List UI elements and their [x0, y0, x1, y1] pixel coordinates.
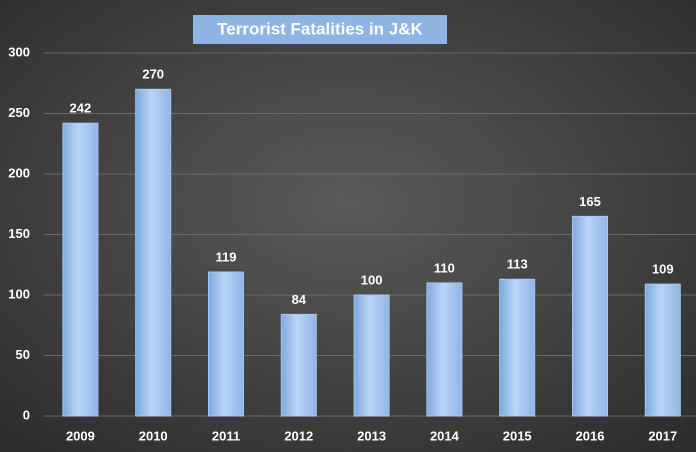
bar [426, 282, 463, 417]
title-box [193, 15, 447, 44]
bar [644, 283, 681, 417]
x-tick-label: 2013 [357, 428, 386, 443]
data-label: 100 [361, 272, 383, 287]
y-tick-label: 200 [8, 165, 30, 180]
x-tick-label: 2011 [212, 428, 240, 443]
bar [572, 215, 608, 417]
y-tick-label: 250 [8, 105, 30, 120]
y-tick-label: 150 [8, 226, 30, 241]
x-tick-label: 2016 [576, 428, 605, 443]
y-tick-label: 100 [8, 286, 30, 301]
bar [280, 313, 317, 417]
x-tick-label: 2012 [284, 428, 313, 443]
data-label: 242 [70, 101, 92, 116]
data-label: 113 [507, 257, 528, 272]
bar [353, 294, 390, 417]
data-label: 119 [216, 249, 237, 264]
data-label: 84 [292, 292, 307, 307]
data-label: 110 [434, 260, 455, 275]
y-tick-label: 300 [8, 44, 30, 59]
data-label: 165 [579, 194, 601, 209]
x-tick-label: 2014 [430, 428, 460, 443]
data-label: 109 [652, 262, 674, 277]
chart-title: Terrorist Fatalities in J&K [217, 19, 423, 38]
x-tick-label: 2010 [139, 428, 168, 443]
y-tick-label: 50 [16, 347, 30, 362]
bar [135, 88, 172, 417]
bar [62, 122, 99, 417]
x-tick-label: 2015 [503, 428, 532, 443]
bar [208, 271, 244, 417]
y-tick-label: 0 [23, 407, 30, 422]
x-tick-label: 2017 [648, 428, 677, 443]
data-label: 270 [142, 67, 164, 82]
x-tick-label: 2009 [66, 428, 95, 443]
bar [499, 278, 536, 417]
